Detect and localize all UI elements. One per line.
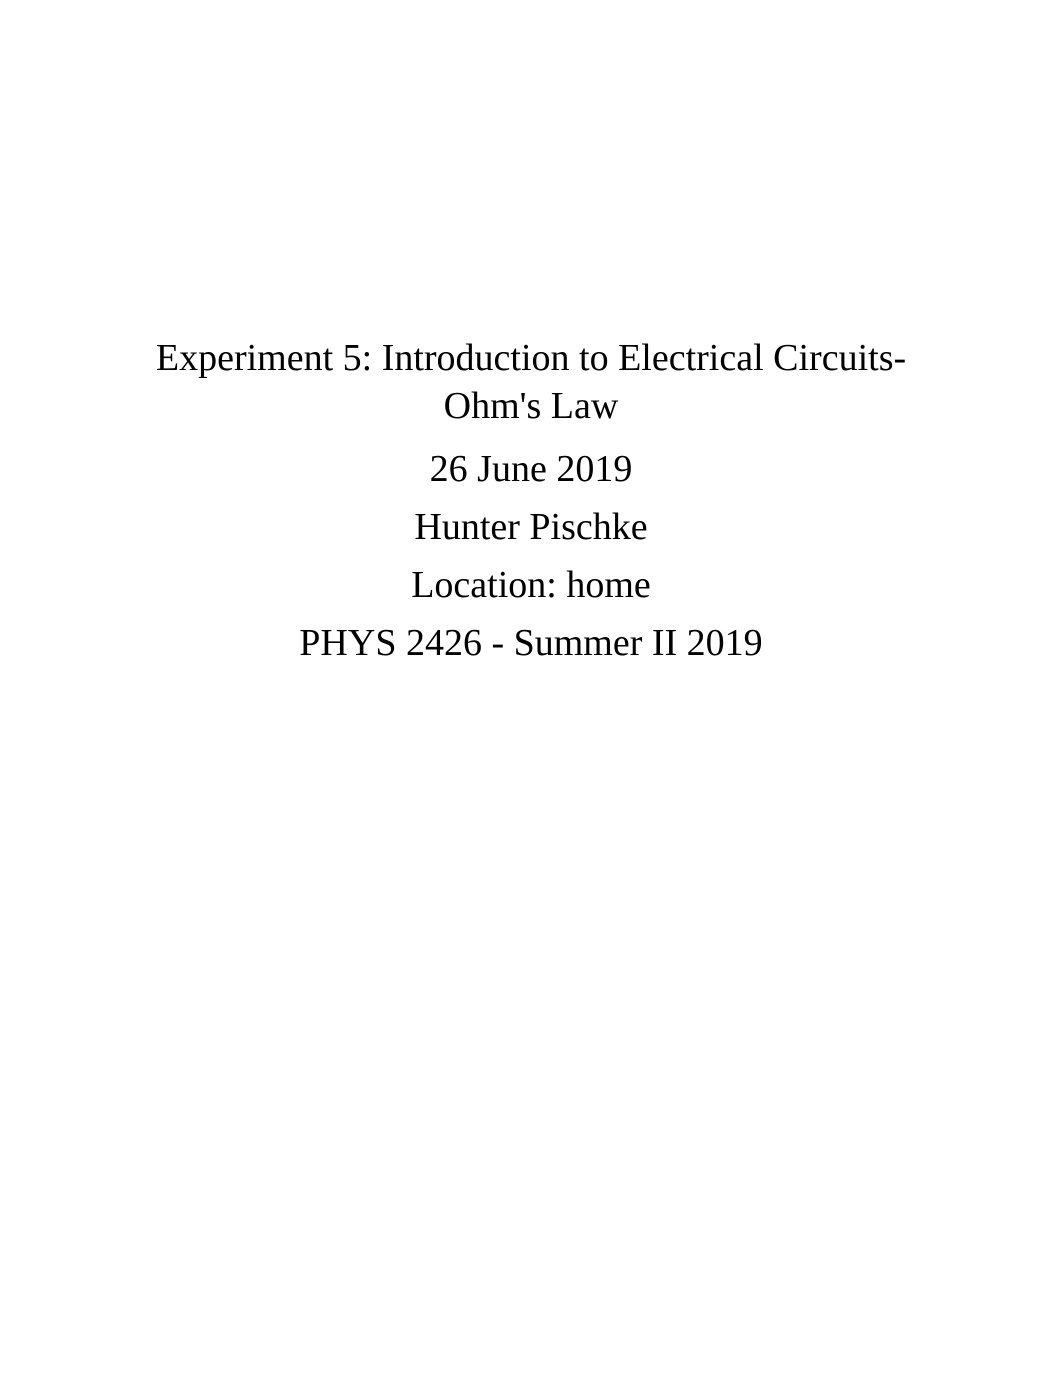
document-date: 26 June 2019 xyxy=(0,450,1062,488)
experiment-title-line2: Ohm's Law xyxy=(0,383,1062,431)
document-author: Hunter Pischke xyxy=(0,508,1062,546)
experiment-title-line1: Experiment 5: Introduction to Electrical… xyxy=(0,335,1062,383)
document-location: Location: home xyxy=(0,566,1062,604)
document-content: Experiment 5: Introduction to Electrical… xyxy=(0,335,1062,662)
document-course: PHYS 2426 - Summer II 2019 xyxy=(0,624,1062,662)
